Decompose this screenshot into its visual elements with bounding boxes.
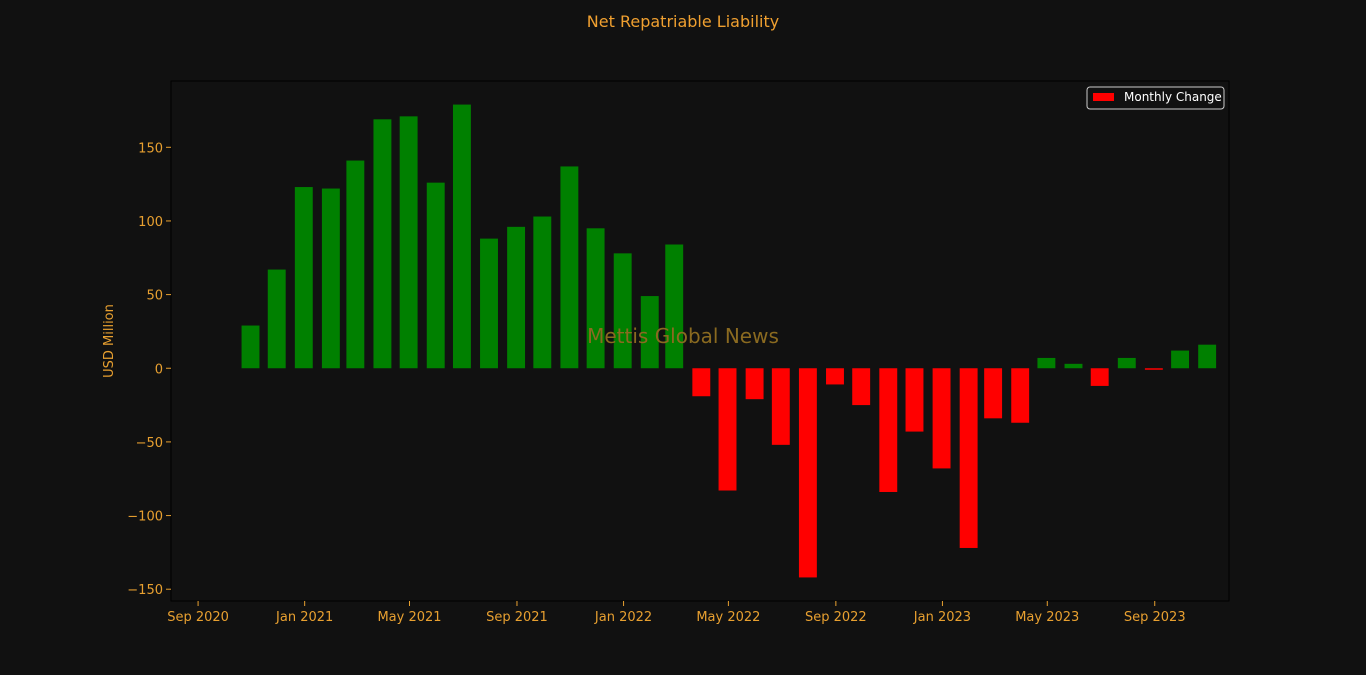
bar-2023-04-30 [1037, 357, 1056, 369]
legend-swatch [1093, 93, 1114, 101]
bar-2023-06-30 [1090, 368, 1109, 386]
bar-2020-11-30 [267, 269, 286, 369]
y-tick-label: 100 [138, 215, 163, 230]
y-tick-label: −50 [136, 436, 163, 451]
bar-2022-02-28 [665, 244, 684, 369]
x-tick-label: May 2023 [1015, 610, 1079, 625]
x-tick-label: Sep 2021 [486, 610, 548, 625]
bar-2023-05-31 [1064, 363, 1083, 369]
bar-2022-08-31 [826, 368, 844, 385]
bar-2022-04-30 [718, 368, 737, 491]
bar-2022-05-31 [745, 368, 764, 400]
bar-2023-10-31 [1198, 344, 1217, 369]
bar-2021-10-31 [560, 166, 579, 369]
y-axis-label: USD Million [102, 304, 117, 378]
bar-2021-08-31 [507, 226, 526, 369]
bar-2023-03-31 [1011, 368, 1030, 423]
bar-2021-11-30 [586, 228, 605, 369]
legend-box [1086, 86, 1225, 110]
bar-2023-01-31 [959, 368, 978, 548]
legend: Monthly Change [1086, 86, 1225, 110]
bar-2021-04-30 [399, 116, 418, 369]
bar-2022-07-31 [798, 368, 817, 578]
bar-2022-09-30 [852, 368, 871, 406]
bar-2021-05-31 [426, 182, 445, 369]
bar-2023-09-30 [1171, 350, 1190, 369]
bar-2023-02-28 [984, 368, 1003, 419]
watermark: Mettis Global News [587, 324, 779, 348]
y-tick-label: 150 [138, 141, 163, 156]
bar-2022-10-31 [879, 368, 898, 492]
y-tick-label: 0 [155, 362, 163, 377]
bar-2023-07-31 [1117, 357, 1136, 369]
bar-2021-09-30 [533, 216, 552, 369]
x-axis: Sep 2020 Jan 2021 May 2021 Sep 2021 Jan 2022… [167, 601, 1186, 625]
x-tick-label: Jan 2023 [913, 610, 971, 625]
y-tick-label: −100 [127, 510, 163, 525]
bar-2021-03-31 [373, 119, 392, 369]
x-tick-label: Sep 2023 [1124, 610, 1186, 625]
bar-2021-01-31 [321, 188, 340, 369]
y-tick-label: 50 [146, 289, 163, 304]
bars [241, 104, 1217, 578]
bar-2021-06-30 [452, 104, 471, 369]
bar-2022-03-31 [692, 368, 711, 397]
legend-label: Monthly Change [1124, 90, 1222, 104]
x-tick-label: Jan 2021 [275, 610, 333, 625]
x-tick-label: Sep 2020 [167, 610, 229, 625]
bar-2021-07-31 [480, 238, 498, 369]
y-tick-label: −150 [127, 583, 163, 598]
x-tick-label: Sep 2022 [805, 610, 867, 625]
bar-2022-11-30 [905, 368, 924, 432]
chart-title: Net Repatriable Liability [587, 12, 779, 31]
bar-2023-08-31 [1144, 368, 1163, 370]
bar-2022-06-30 [771, 368, 790, 445]
bar-2020-12-31 [294, 187, 313, 369]
bar-2021-12-31 [613, 253, 632, 369]
bar-2022-12-31 [932, 368, 951, 469]
x-tick-label: Jan 2022 [594, 610, 652, 625]
bar-2021-02-28 [346, 160, 365, 369]
x-tick-label: May 2022 [696, 610, 760, 625]
x-tick-label: May 2021 [377, 610, 441, 625]
bar-2020-10-31 [241, 325, 260, 369]
bar-2022-01-31 [640, 296, 659, 369]
y-axis: −150 −100 −50 0 50 100 150 [127, 141, 171, 598]
